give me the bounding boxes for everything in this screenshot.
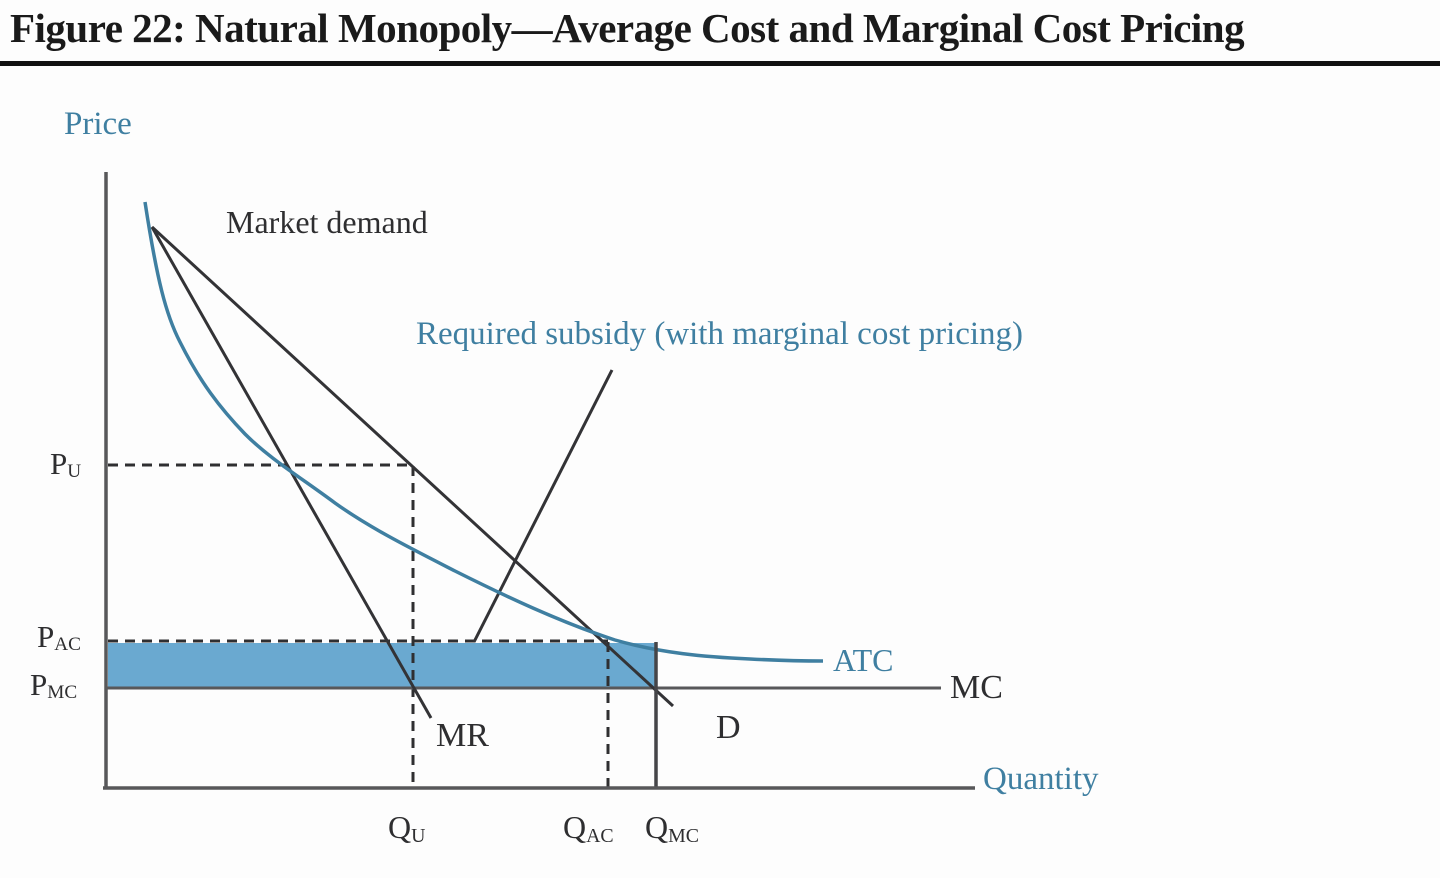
q-ac-label: QAC (563, 809, 614, 845)
figure-title: Figure 22: Natural Monopoly—Average Cost… (10, 5, 1245, 51)
p-ac-sub: AC (54, 634, 81, 656)
q-ac-base: Q (563, 809, 587, 845)
subsidy-shaded-region (108, 643, 656, 687)
atc-curve (143, 201, 824, 663)
demand-curve (150, 225, 675, 708)
atc-label: ATC (833, 642, 894, 678)
mr-label: MR (436, 717, 489, 754)
q-u-base: Q (388, 809, 412, 845)
p-mc-sub: MC (47, 682, 78, 704)
q-u-label: QU (388, 809, 425, 845)
market-demand-label: Market demand (226, 204, 428, 240)
p-u-base: P (50, 446, 68, 481)
q-mc-base: Q (645, 809, 669, 845)
p-ac-label: PAC (37, 619, 81, 656)
x-axis-label: Quantity (983, 761, 1099, 797)
q-mc-label: QMC (645, 809, 699, 845)
y-axis-label: Price (64, 106, 132, 142)
figure-title-bar: Figure 22: Natural Monopoly—Average Cost… (0, 0, 1440, 66)
p-ac-base: P (37, 619, 55, 654)
p-u-sub: U (67, 461, 82, 483)
demand-label: D (716, 709, 741, 746)
p-mc-label: PMC (30, 667, 78, 704)
q-mc-sub: MC (668, 824, 699, 847)
subsidy-note-label: Required subsidy (with marginal cost pri… (416, 316, 1024, 352)
subsidy-pointer-line (472, 369, 614, 643)
mc-label: MC (950, 669, 1003, 706)
chart-canvas (103, 172, 975, 790)
chart-area: Price Market demand Required subsidy (wi… (0, 66, 1440, 878)
p-u-label: PU (50, 446, 82, 483)
q-ac-sub: AC (586, 824, 614, 847)
p-mc-base: P (30, 667, 48, 702)
q-u-sub: U (411, 824, 426, 847)
